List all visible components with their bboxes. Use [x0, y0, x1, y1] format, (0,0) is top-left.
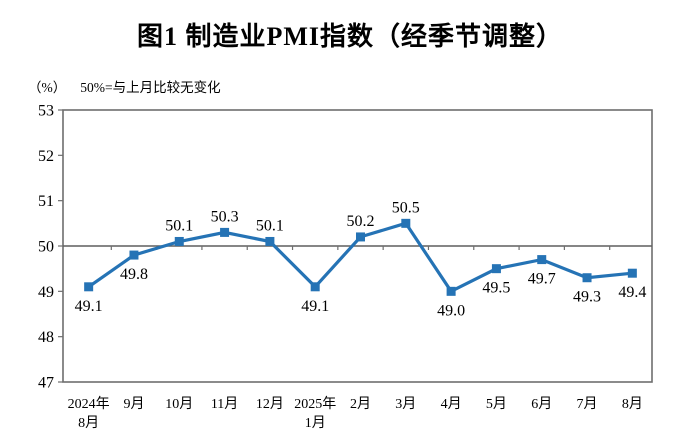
x-axis-tick-label: 2月 — [350, 396, 371, 412]
data-point-marker — [84, 282, 94, 292]
data-point-marker — [220, 227, 230, 237]
data-point-label: 50.1 — [256, 217, 284, 234]
x-axis-tick-label: 2024年 — [68, 396, 110, 412]
data-point-label: 49.7 — [528, 271, 556, 288]
axis-unit-label: （%） — [28, 80, 67, 95]
data-point-marker — [446, 286, 456, 296]
y-axis-tick-label: 48 — [38, 329, 54, 346]
chart-subtitle: （%） 50%=与上月比较无变化 — [28, 76, 221, 96]
chart-title: 图1 制造业PMI指数（经季节调整） — [136, 22, 564, 51]
y-axis-tick-label: 49 — [38, 284, 54, 301]
x-axis-tick-label: 8月 — [622, 396, 643, 412]
data-point-marker — [310, 282, 320, 292]
y-axis-tick-label: 47 — [38, 375, 54, 392]
x-axis-tick-label: 2025年 — [294, 396, 336, 412]
data-point-marker — [582, 273, 592, 283]
data-point-marker — [356, 232, 365, 242]
data-point-marker — [265, 236, 275, 246]
data-point-marker — [174, 236, 184, 246]
data-point-marker — [129, 250, 139, 260]
x-axis-tick-label: 10月 — [165, 396, 193, 412]
y-axis-tick-label: 52 — [38, 148, 54, 165]
data-point-label: 50.5 — [392, 199, 420, 216]
data-point-marker — [627, 268, 637, 278]
x-axis-tick-label: 8月 — [78, 415, 99, 431]
x-axis-tick-label: 7月 — [577, 396, 598, 412]
y-axis-tick-label: 53 — [38, 103, 54, 120]
y-axis-tick-label: 51 — [38, 193, 54, 210]
x-axis-tick-label: 5月 — [486, 396, 507, 412]
data-point-label: 49.3 — [573, 289, 601, 306]
x-axis-tick-label: 11月 — [211, 396, 238, 412]
data-point-label: 49.8 — [120, 266, 148, 283]
data-point-label: 50.2 — [347, 213, 375, 230]
data-point-marker — [537, 255, 547, 265]
data-point-label: 49.0 — [437, 302, 465, 319]
x-axis-tick-label: 6月 — [531, 396, 552, 412]
x-axis-tick-label: 1月 — [305, 415, 326, 431]
data-point-marker — [491, 264, 501, 274]
data-point-label: 50.1 — [165, 217, 193, 234]
reference-note: 50%=与上月比较无变化 — [80, 80, 221, 95]
data-point-label: 50.3 — [211, 208, 239, 225]
x-axis-tick-label: 3月 — [395, 396, 416, 412]
x-axis-tick-label: 4月 — [441, 396, 462, 412]
data-point-label: 49.5 — [482, 280, 510, 297]
y-axis-tick-label: 50 — [38, 239, 54, 256]
data-point-label: 49.4 — [618, 284, 646, 301]
x-axis-tick-label: 12月 — [256, 396, 284, 412]
data-point-label: 49.1 — [75, 298, 103, 315]
x-axis-tick-label: 9月 — [123, 396, 144, 412]
data-point-marker — [401, 218, 411, 228]
data-point-label: 49.1 — [301, 298, 329, 315]
